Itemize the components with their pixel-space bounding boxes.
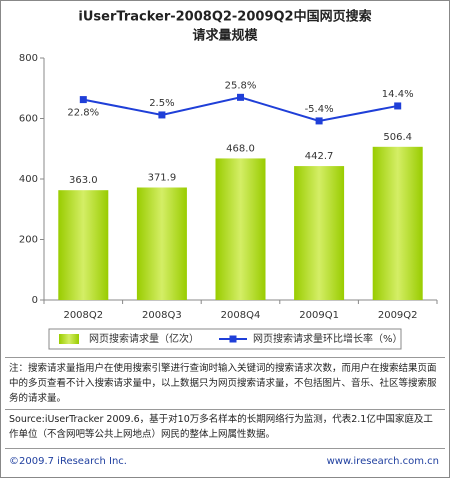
line-label: 22.8% [67, 108, 99, 119]
bar [215, 158, 266, 300]
line-label: 2.5% [149, 98, 174, 109]
chart: iUserTracker-2008Q2-2009Q2中国网页搜索 请求量规模 0… [19, 9, 438, 350]
line-label: 14.4% [382, 89, 414, 100]
bar [58, 190, 109, 300]
website: www.iresearch.com.cn [326, 456, 439, 467]
y-tick-label: 0 [32, 295, 38, 306]
y-tick-label: 800 [19, 53, 38, 64]
note: 注：搜索请求量指用户在使用搜索引擎进行查询时输入关键词的搜索请求次数，而用户在搜… [9, 363, 437, 404]
legend-label: 网页搜索请求量（亿次） [89, 332, 199, 345]
line-marker [158, 111, 166, 119]
line-label: -5.4% [305, 104, 334, 115]
separator [5, 409, 445, 410]
bar [294, 166, 345, 300]
bar-label: 371.9 [148, 173, 177, 184]
chart-title: iUserTracker-2008Q2-2009Q2中国网页搜索 [78, 9, 371, 25]
line-marker [315, 117, 323, 125]
legend-swatch [59, 334, 79, 344]
legend-label: 网页搜索请求量环比增长率（%） [253, 332, 403, 345]
x-tick-label: 2008Q2 [63, 310, 103, 321]
legend-swatch [229, 335, 237, 343]
chart-title: 请求量规模 [192, 28, 258, 44]
y-tick-label: 600 [19, 114, 38, 125]
x-tick-label: 2008Q3 [142, 310, 182, 321]
x-tick-label: 2009Q2 [378, 310, 418, 321]
line-marker [394, 102, 402, 110]
line-marker [237, 93, 244, 101]
line-label: 25.8% [225, 80, 257, 91]
bar-label: 506.4 [383, 132, 412, 143]
line [83, 96, 398, 122]
separator [5, 448, 445, 449]
copyright: ©2009.7 iResearch Inc. [9, 456, 127, 467]
separator [5, 357, 445, 358]
y-tick-label: 200 [19, 235, 38, 246]
bar [372, 146, 423, 300]
line-marker [79, 96, 87, 104]
x-tick-label: 2008Q4 [221, 310, 261, 321]
bar-label: 363.0 [69, 175, 98, 186]
y-tick-label: 400 [19, 174, 38, 185]
bar-label: 468.0 [226, 143, 255, 154]
bar-label: 442.7 [305, 151, 334, 162]
x-tick-label: 2009Q1 [299, 310, 339, 321]
source: Source:iUserTracker 2009.6，基于对10万多名样本的长期… [9, 414, 433, 440]
bar [136, 187, 187, 300]
